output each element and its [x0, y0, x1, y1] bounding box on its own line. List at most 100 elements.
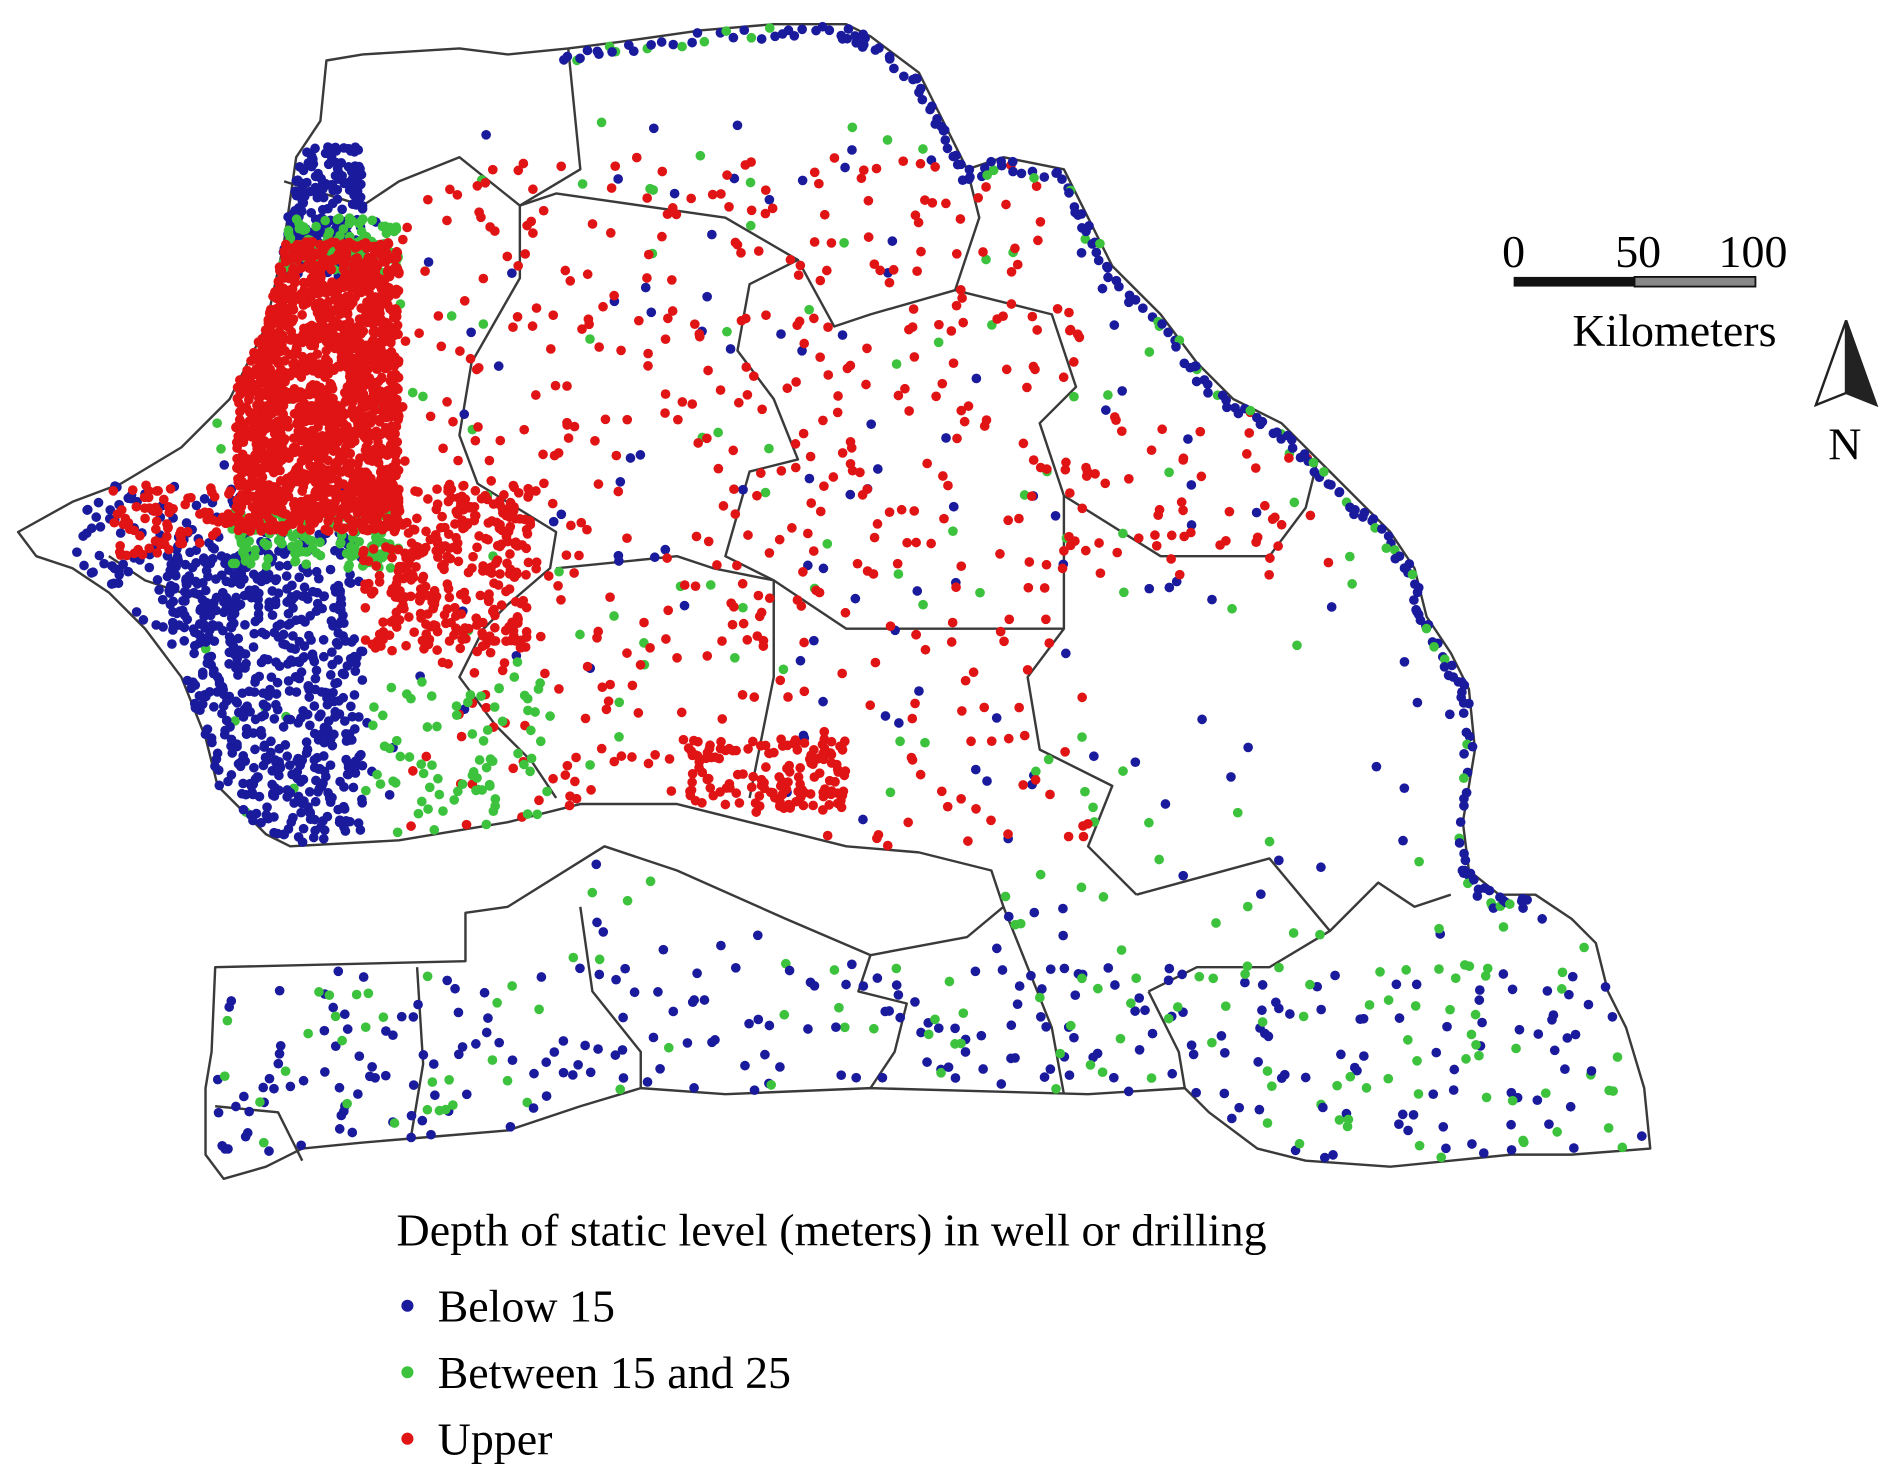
well-point [375, 505, 386, 515]
well-point [361, 475, 372, 486]
well-point [645, 642, 655, 653]
well-point [753, 246, 764, 256]
well-point [1461, 1054, 1471, 1064]
well-point [197, 670, 208, 680]
well-point [268, 504, 279, 514]
well-point [199, 690, 209, 701]
well-point [300, 617, 310, 627]
well-point [502, 1075, 513, 1086]
well-point [290, 277, 300, 288]
well-point [885, 621, 896, 632]
well-point [199, 494, 210, 504]
well-point [327, 384, 338, 394]
well-point [151, 516, 162, 527]
well-point [895, 1012, 906, 1023]
well-point [525, 516, 535, 527]
well-point [1498, 969, 1509, 979]
well-point [1035, 992, 1045, 1003]
well-point [373, 458, 384, 468]
well-point [982, 776, 992, 786]
well-point [888, 264, 899, 275]
well-point [749, 1085, 760, 1096]
well-point [285, 255, 296, 265]
well-point [325, 487, 336, 497]
well-point [141, 480, 151, 491]
well-point [1579, 942, 1589, 953]
well-point [755, 740, 766, 751]
well-point [1506, 1119, 1516, 1130]
well-point [288, 472, 298, 483]
well-point [941, 198, 951, 209]
well-point [404, 752, 415, 762]
well-point [351, 989, 362, 1000]
well-point [1001, 199, 1011, 210]
well-point [521, 626, 532, 637]
well-point [1257, 416, 1268, 427]
well-point [556, 509, 567, 520]
well-point [1617, 1142, 1628, 1153]
well-point [302, 594, 313, 604]
well-point [1457, 687, 1467, 697]
well-point [1394, 1013, 1405, 1023]
well-point [561, 550, 572, 561]
well-point [1458, 708, 1469, 719]
well-point [1042, 464, 1052, 474]
well-point [819, 209, 830, 220]
well-point [950, 1073, 961, 1083]
well-point [882, 840, 893, 851]
well-point [616, 345, 626, 356]
well-point [513, 748, 523, 759]
well-point [727, 619, 738, 630]
well-point [1153, 510, 1164, 521]
well-point [241, 729, 252, 740]
well-point [668, 1006, 679, 1017]
well-point [387, 552, 397, 563]
well-point [326, 616, 337, 626]
well-point [424, 782, 435, 793]
well-point [858, 165, 869, 175]
well-point [288, 304, 299, 315]
well-point [183, 493, 193, 504]
well-point [910, 997, 920, 1007]
well-point [893, 569, 904, 579]
well-point [354, 1051, 365, 1062]
well-point [884, 507, 895, 518]
well-point [1144, 583, 1155, 594]
well-point [926, 538, 936, 549]
well-point [1146, 1073, 1157, 1083]
well-point [250, 744, 260, 755]
well-point [244, 522, 255, 532]
well-point [207, 542, 218, 553]
well-point [538, 449, 548, 460]
well-point [459, 296, 470, 306]
well-point [303, 802, 313, 812]
well-point [852, 558, 863, 569]
well-point [223, 776, 233, 787]
well-point [309, 814, 320, 825]
well-point [173, 555, 184, 566]
well-point [622, 648, 632, 658]
well-point [933, 337, 944, 348]
well-point [1163, 327, 1173, 338]
well-point [325, 501, 336, 512]
well-point [297, 837, 308, 848]
well-point [1375, 966, 1385, 977]
well-point [488, 806, 499, 816]
well-point [1026, 970, 1036, 981]
well-point [1458, 773, 1469, 783]
well-point [300, 364, 311, 374]
well-point [891, 359, 902, 369]
well-point [569, 421, 580, 432]
well-point [1288, 928, 1299, 938]
well-point [372, 769, 382, 780]
well-point [316, 781, 327, 792]
well-point [534, 795, 544, 806]
well-point [323, 516, 333, 527]
well-point [351, 385, 362, 396]
well-point [1014, 702, 1025, 713]
well-point [1403, 1125, 1413, 1136]
well-point [360, 579, 370, 590]
well-point [456, 609, 467, 619]
region-border [579, 906, 642, 1089]
well-point [1522, 895, 1533, 905]
